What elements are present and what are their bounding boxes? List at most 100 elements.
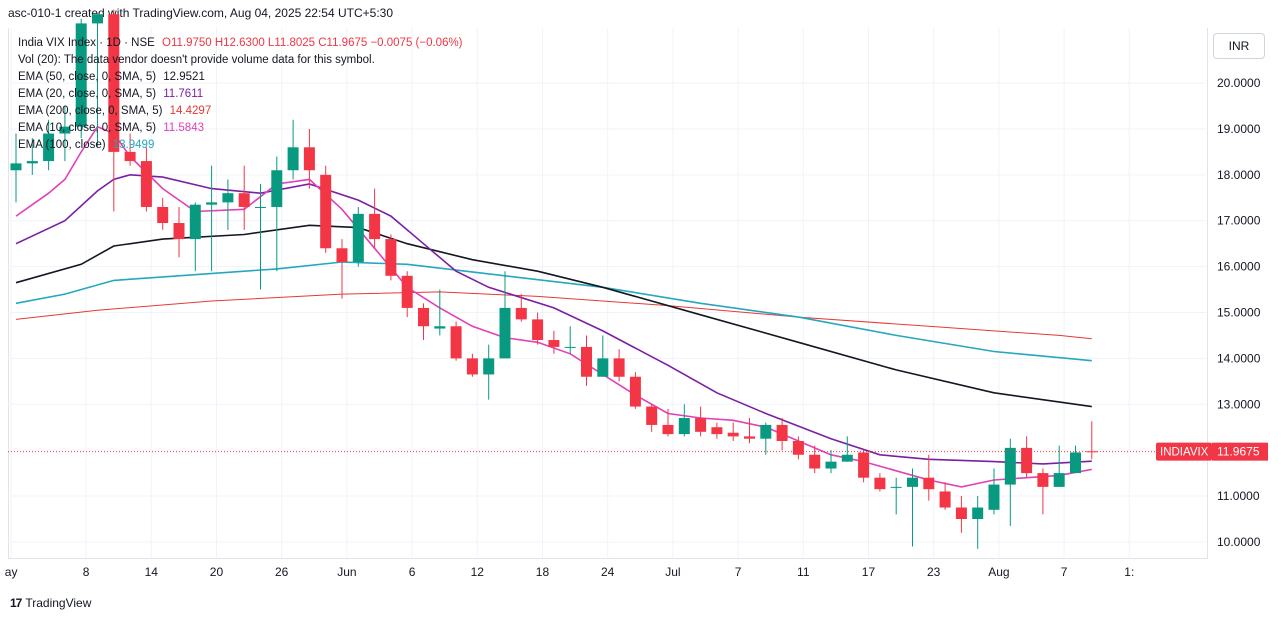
candle xyxy=(173,206,185,258)
ema20-value: 11.7611 xyxy=(163,88,204,100)
legend-vol-row[interactable]: Vol (20): The data vendor doesn't provid… xyxy=(18,54,375,66)
legend-symbol-row[interactable]: India VIX Index · 1D · NSE O11.9750 H12.… xyxy=(18,35,463,52)
candle-body xyxy=(92,14,103,24)
last-price-name: INDIAVIX xyxy=(1160,447,1209,459)
candle xyxy=(418,303,429,341)
candle-body xyxy=(1004,447,1016,485)
ema-line xyxy=(15,291,1092,340)
candle xyxy=(124,133,136,166)
chart-area[interactable] xyxy=(8,28,1208,559)
candle-body xyxy=(352,213,364,263)
candle xyxy=(825,450,837,474)
candle-body xyxy=(695,418,707,432)
legend-ema50-row[interactable]: EMA (50, close, 0, SMA, 5) 12.9521 xyxy=(18,69,463,86)
candle-body xyxy=(189,204,201,240)
candle-body xyxy=(124,151,136,162)
candle-body xyxy=(466,358,478,375)
candle-body xyxy=(483,358,495,375)
candle-body xyxy=(222,193,234,203)
candle xyxy=(369,188,381,249)
candle-body xyxy=(890,486,902,488)
candle-body xyxy=(548,340,560,347)
candle xyxy=(548,330,560,354)
candle xyxy=(320,165,332,253)
last-price-name-box xyxy=(1156,442,1212,461)
candle-body xyxy=(320,174,332,249)
candle xyxy=(678,404,690,437)
y-tick-label: 10.0000 xyxy=(1217,535,1261,549)
candle-body xyxy=(1053,473,1065,487)
candle-body xyxy=(907,477,918,487)
x-tick-label: 11 xyxy=(797,565,810,579)
x-tick-label: 26 xyxy=(275,565,289,579)
x-tick-label: 14 xyxy=(145,565,159,579)
candle xyxy=(760,422,772,455)
candle-body xyxy=(515,307,527,320)
x-tick-label: 23 xyxy=(927,565,941,579)
ema100-label: EMA (100, close) xyxy=(18,139,106,151)
candle xyxy=(385,234,397,281)
candle-body xyxy=(988,484,1000,510)
y-tick-label: 16.0000 xyxy=(1217,260,1261,274)
candle-body xyxy=(173,223,185,240)
candle-body xyxy=(564,346,576,348)
y-tick-label: 19.0000 xyxy=(1217,122,1261,136)
candle xyxy=(939,482,951,510)
x-tick-label: 7 xyxy=(735,565,742,579)
last-price-value-box xyxy=(1212,442,1268,461)
candle-layer xyxy=(10,9,1098,549)
x-tick-label: 24 xyxy=(601,565,615,579)
tradingview-logo-icon: 17 xyxy=(10,596,22,610)
candle xyxy=(466,353,478,377)
candle xyxy=(271,156,283,272)
y-tick-label: 17.0000 xyxy=(1217,214,1261,228)
candle-body xyxy=(874,477,886,490)
candle-body xyxy=(206,202,218,205)
candle-body xyxy=(271,170,283,207)
candle-body xyxy=(369,213,381,240)
candle-body xyxy=(597,358,609,377)
legend-ema10-row[interactable]: EMA (10, close, 0, SMA, 5) 11.5843 xyxy=(18,120,463,137)
ema200-label: EMA (200, close, 0, SMA, 5) xyxy=(18,105,163,117)
candle-body xyxy=(858,452,870,478)
chart-legend: India VIX Index · 1D · NSE O11.9750 H12.… xyxy=(18,35,463,154)
candle-body xyxy=(43,133,55,162)
candle xyxy=(499,271,511,359)
candle xyxy=(581,335,592,386)
x-tick-label: 7 xyxy=(1061,565,1068,579)
candle-body xyxy=(59,126,71,134)
candle-body xyxy=(923,477,935,490)
grid-layer xyxy=(8,28,1206,558)
candle-body xyxy=(662,424,674,435)
currency-selector[interactable]: INR xyxy=(1213,33,1265,59)
y-tick-label: 15.0000 xyxy=(1217,306,1261,320)
candle xyxy=(1004,438,1016,526)
candle xyxy=(744,418,755,444)
candle-body xyxy=(744,436,755,439)
candle-body xyxy=(434,326,446,329)
candle-body xyxy=(303,147,315,171)
y-tick-label: 13.0000 xyxy=(1217,397,1261,411)
candle-body xyxy=(776,424,788,441)
chart-header-title: asc-010-1 created with TradingView.com, … xyxy=(8,6,394,20)
candle-body xyxy=(108,14,120,152)
x-tick-label: ay xyxy=(5,565,18,579)
legend-ema100-row[interactable]: EMA (100, close) 13.9499 xyxy=(18,137,463,154)
candle xyxy=(483,344,495,400)
x-tick-label: 17 xyxy=(862,565,876,579)
legend-ema200-row[interactable]: EMA (200, close, 0, SMA, 5) 14.4297 xyxy=(18,103,463,120)
x-tick-label: 18 xyxy=(536,565,550,579)
candle xyxy=(1086,421,1098,460)
tradingview-logo[interactable]: 17 TradingView xyxy=(10,596,91,610)
candle-body xyxy=(75,23,87,127)
candle xyxy=(1070,445,1081,474)
candle-body xyxy=(450,326,462,359)
candle-body xyxy=(26,161,38,164)
candle xyxy=(59,106,71,162)
candle xyxy=(646,404,658,432)
ema20-label: EMA (20, close, 0, SMA, 5) xyxy=(18,88,157,100)
symbol-name[interactable]: India VIX Index · 1D · NSE xyxy=(18,37,155,49)
legend-ema20-row[interactable]: EMA (20, close, 0, SMA, 5) 11.7611 xyxy=(18,86,463,103)
candle xyxy=(206,165,218,272)
